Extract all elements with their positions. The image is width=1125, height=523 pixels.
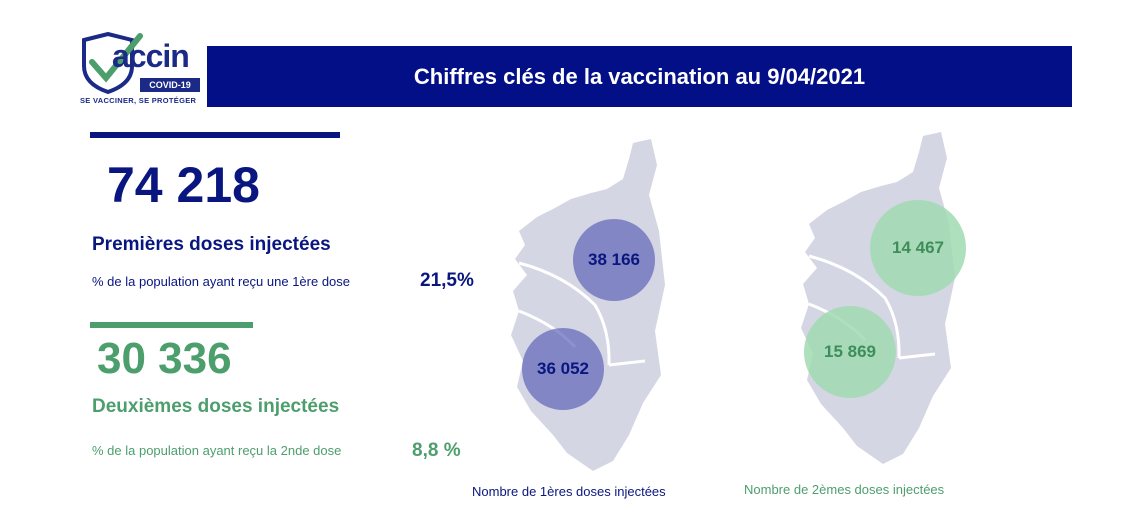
second-doses-label: Deuxièmes doses injectées	[92, 396, 340, 417]
map2-caption: Nombre de 2èmes doses injectées	[744, 482, 945, 497]
logo-tagline: SE VACCINER, SE PROTÉGER	[80, 96, 197, 105]
shield-icon	[82, 32, 134, 95]
corsica-map-second-doses	[801, 132, 955, 464]
vaccin-covid-logo	[82, 32, 143, 95]
logo-word: accin	[112, 38, 190, 74]
map1-south-circle: 36 052	[522, 328, 604, 410]
first-doses-total: 74 218	[107, 157, 260, 213]
map1-caption: Nombre de 1ères doses injectées	[472, 484, 666, 499]
second-doses-population-text: % de la population ayant reçu la 2nde do…	[92, 443, 342, 458]
first-doses-label: Premières doses injectées	[92, 234, 331, 255]
page-title: Chiffres clés de la vaccination au 9/04/…	[413, 63, 866, 89]
map2-south-circle: 15 869	[804, 306, 896, 398]
second-doses-total: 30 336	[97, 334, 232, 383]
logo-badge: COVID-19	[140, 78, 200, 92]
first-doses-population-pct: 21,5%	[420, 270, 474, 291]
map1-north-circle: 38 166	[573, 219, 655, 301]
second-doses-divider	[90, 322, 253, 328]
corsica-map-first-doses	[511, 139, 665, 471]
header-banner: Chiffres clés de la vaccination au 9/04/…	[207, 46, 1072, 107]
second-doses-population-pct: 8,8 %	[412, 440, 461, 461]
map2-north-circle: 14 467	[870, 200, 966, 296]
check-icon	[89, 33, 143, 83]
first-doses-population-text: % de la population ayant reçu une 1ère d…	[92, 274, 351, 289]
first-doses-divider	[90, 132, 340, 138]
